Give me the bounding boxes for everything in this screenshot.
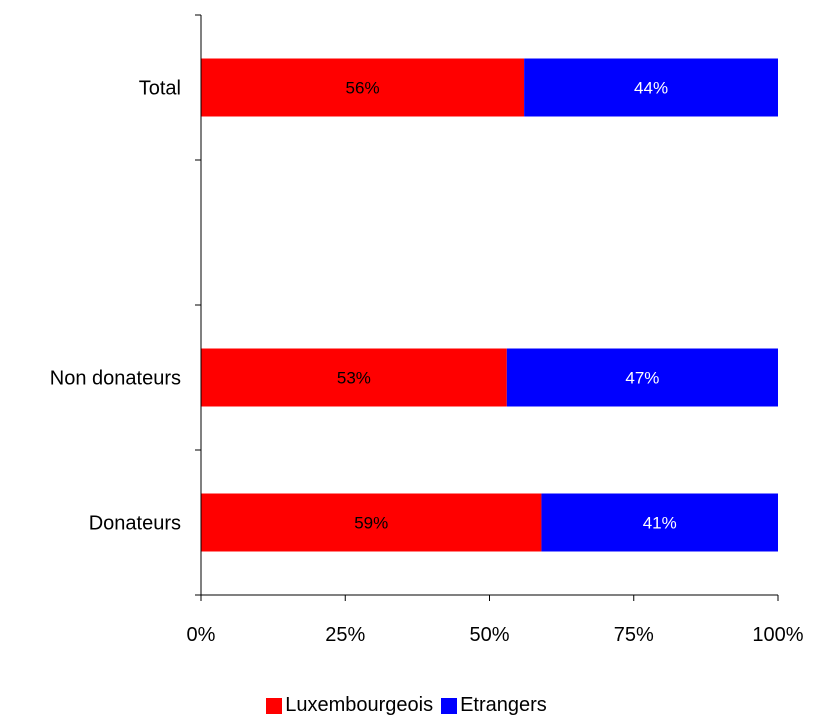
x-tick-label-0: 0%	[187, 624, 216, 646]
legend-item-etrangers: Etrangers	[441, 694, 547, 717]
category-label-donateurs: Donateurs	[89, 513, 181, 535]
legend-swatch-etrangers	[441, 697, 458, 714]
x-tick-label-50: 50%	[469, 624, 509, 646]
data-label-non-donateurs-luxembourgeois: 53%	[337, 369, 371, 388]
legend: Luxembourgeois Etrangers	[0, 694, 813, 717]
data-label-total-luxembourgeois: 56%	[346, 79, 380, 98]
bar-total-luxembourgeois	[201, 58, 525, 117]
category-label-non-donateurs: Non donateurs	[50, 368, 181, 390]
axis-layer	[195, 14, 779, 601]
x-tick-label-100: 100%	[752, 624, 803, 646]
bars-layer	[201, 58, 778, 552]
legend-item-luxembourgeois: Luxembourgeois	[266, 694, 433, 717]
data-label-donateurs-luxembourgeois: 59%	[354, 514, 388, 533]
x-tick-label-25: 25%	[325, 624, 365, 646]
data-label-non-donateurs-etrangers: 47%	[625, 369, 659, 388]
bar-donateurs-luxembourgeois	[201, 493, 542, 552]
data-label-total-etrangers: 44%	[634, 79, 668, 98]
legend-label-luxembourgeois: Luxembourgeois	[285, 694, 434, 716]
legend-label-etrangers: Etrangers	[460, 694, 547, 716]
bar-non-donateurs-etrangers	[506, 348, 778, 407]
x-tick-label-75: 75%	[614, 624, 654, 646]
labels-layer: 56% 44% Total 53% 47% Non donateurs 59% 41% Dona…	[50, 78, 804, 647]
legend-swatch-luxembourgeois	[266, 697, 283, 714]
bar-donateurs-etrangers	[541, 493, 778, 552]
bar-total-etrangers	[524, 58, 778, 117]
data-label-donateurs-etrangers: 41%	[643, 514, 677, 533]
bar-non-donateurs-luxembourgeois	[201, 348, 507, 407]
category-label-total: Total	[139, 78, 181, 100]
